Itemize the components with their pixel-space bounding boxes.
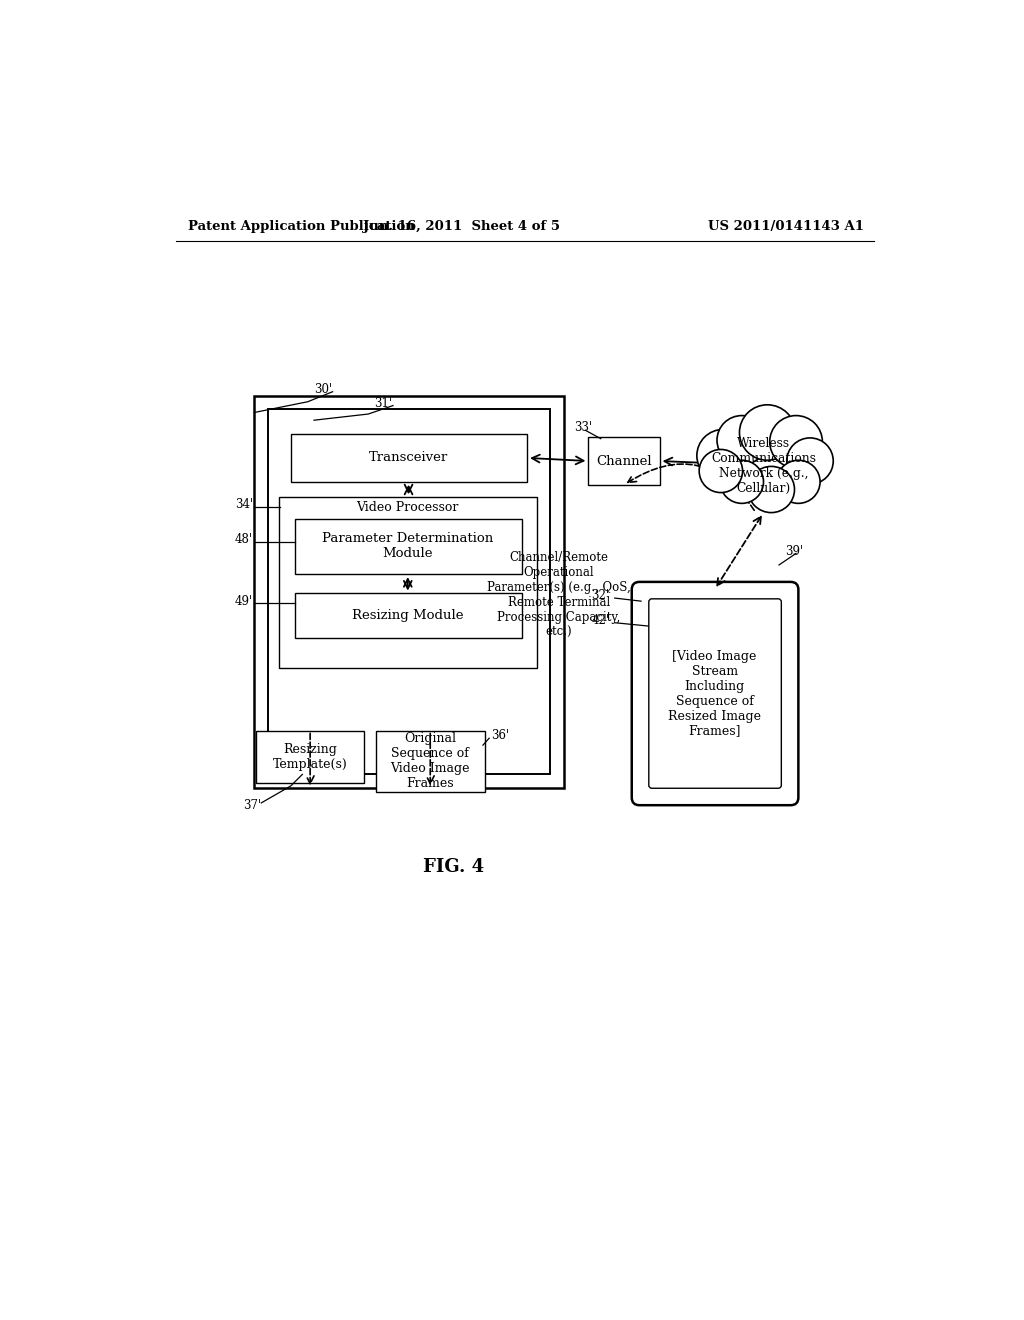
Text: Jun. 16, 2011  Sheet 4 of 5: Jun. 16, 2011 Sheet 4 of 5: [362, 219, 560, 232]
Text: FIG. 4: FIG. 4: [423, 858, 484, 875]
Bar: [280, 498, 538, 668]
Circle shape: [739, 405, 796, 461]
Circle shape: [776, 461, 820, 503]
Text: 36': 36': [490, 730, 509, 742]
Text: Channel/Remote
Operational
Parameter(s) (e.g., QoS,
Remote Terminal
Processing C: Channel/Remote Operational Parameter(s) …: [487, 552, 631, 639]
Text: 32': 32': [592, 589, 609, 602]
Circle shape: [720, 461, 764, 503]
Bar: [295, 594, 521, 638]
Text: 38': 38': [785, 437, 803, 450]
Text: Parameter Determination
Module: Parameter Determination Module: [323, 532, 494, 561]
Text: 48': 48': [234, 533, 253, 546]
Text: US 2011/0141143 A1: US 2011/0141143 A1: [708, 219, 863, 232]
Text: Resizing Module: Resizing Module: [352, 610, 464, 622]
Bar: [256, 730, 365, 783]
Text: Channel: Channel: [596, 454, 652, 467]
Text: Video Processor: Video Processor: [356, 502, 459, 515]
Text: 33': 33': [574, 421, 593, 434]
Bar: [254, 396, 563, 788]
Circle shape: [717, 416, 767, 465]
Circle shape: [770, 416, 822, 469]
Text: 37': 37': [243, 799, 261, 812]
Circle shape: [786, 438, 834, 484]
Text: 42': 42': [592, 614, 609, 627]
Text: 34': 34': [234, 499, 253, 511]
Text: 30': 30': [314, 383, 332, 396]
Text: Wireless
Communications
Network (e.g.,
Cellular): Wireless Communications Network (e.g., C…: [711, 437, 816, 495]
Text: 31': 31': [375, 397, 392, 409]
FancyBboxPatch shape: [649, 599, 781, 788]
Bar: [291, 434, 527, 482]
FancyBboxPatch shape: [632, 582, 799, 805]
Circle shape: [699, 449, 742, 492]
Text: 39': 39': [785, 545, 803, 557]
Circle shape: [748, 466, 795, 512]
Text: Patent Application Publication: Patent Application Publication: [188, 219, 415, 232]
Text: [Video Image
Stream
Including
Sequence of
Resized Image
Frames]: [Video Image Stream Including Sequence o…: [669, 649, 761, 738]
Bar: [268, 409, 550, 775]
Text: 49': 49': [234, 594, 253, 607]
Bar: [589, 437, 659, 484]
Circle shape: [697, 429, 750, 482]
Bar: [295, 519, 521, 574]
Text: Resizing
Template(s): Resizing Template(s): [272, 743, 347, 771]
Text: Original
Sequence of
Video Image
Frames: Original Sequence of Video Image Frames: [390, 733, 470, 791]
Bar: [376, 730, 484, 792]
Text: Transceiver: Transceiver: [369, 451, 449, 465]
